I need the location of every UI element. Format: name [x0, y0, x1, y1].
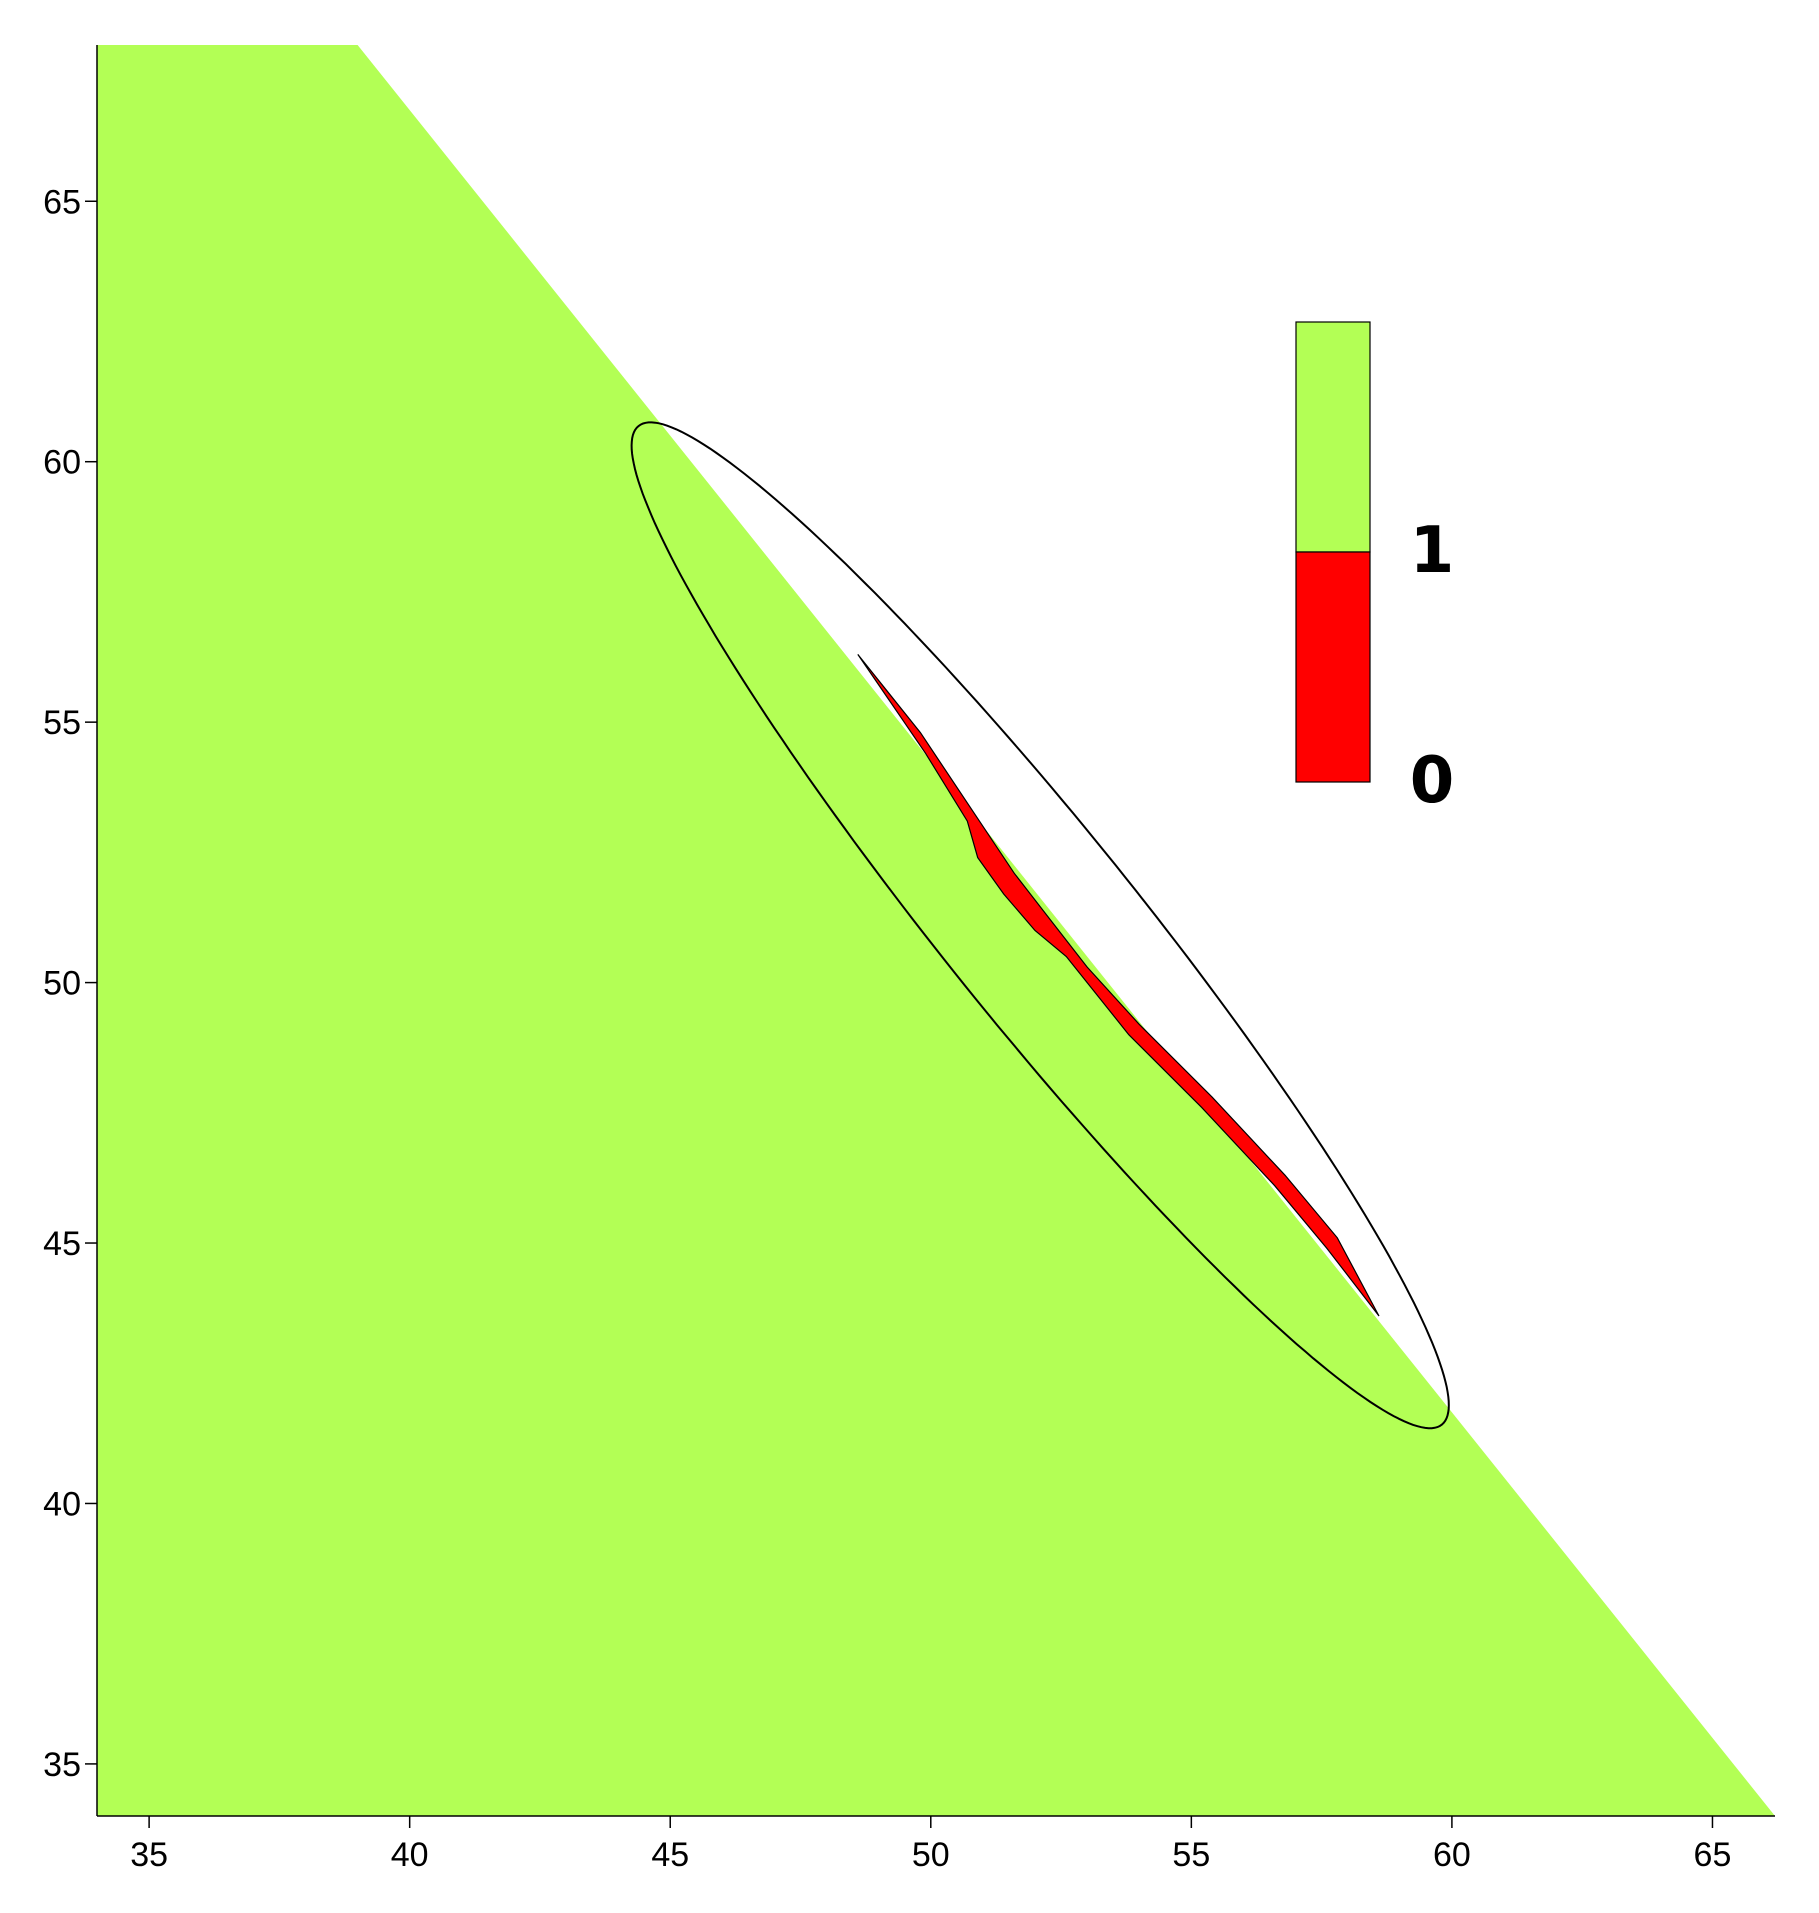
region-value-0-1: [857, 654, 1380, 1317]
x-tick-label-35: 35: [130, 1836, 168, 1874]
x-tick-label-45: 45: [651, 1836, 689, 1874]
y-tick-label-45: 45: [43, 1225, 81, 1263]
y-tick-label-40: 40: [43, 1485, 81, 1523]
x-tick-label-55: 55: [1172, 1836, 1210, 1874]
highlight-ellipse: [630, 421, 1450, 1430]
x-tick-label-50: 50: [912, 1836, 950, 1874]
colorbar-swatch-0: [1295, 551, 1371, 783]
plot-area: [97, 45, 1775, 1816]
colorbar-swatch-1: [1295, 321, 1371, 553]
colorbar-label-0: 0: [1410, 744, 1455, 818]
y-tick-label-60: 60: [43, 444, 81, 482]
x-tick-label-40: 40: [391, 1836, 429, 1874]
annotation-ellipse-0: [630, 421, 1450, 1430]
region-value-1-0: [97, 45, 1775, 1816]
colorbar: 10: [1295, 321, 1455, 818]
y-tick-label-50: 50: [43, 965, 81, 1003]
x-tick-label-60: 60: [1433, 1836, 1471, 1874]
y-tick-label-55: 55: [43, 704, 81, 742]
y-tick-label-35: 35: [43, 1746, 81, 1784]
x-tick-label-65: 65: [1694, 1836, 1732, 1874]
y-tick-label-65: 65: [43, 183, 81, 221]
axes: 35 40 45 50 55 60 65 35 40 45 50 55 60 65: [43, 45, 1775, 1874]
colorbar-label-1: 1: [1410, 514, 1455, 588]
